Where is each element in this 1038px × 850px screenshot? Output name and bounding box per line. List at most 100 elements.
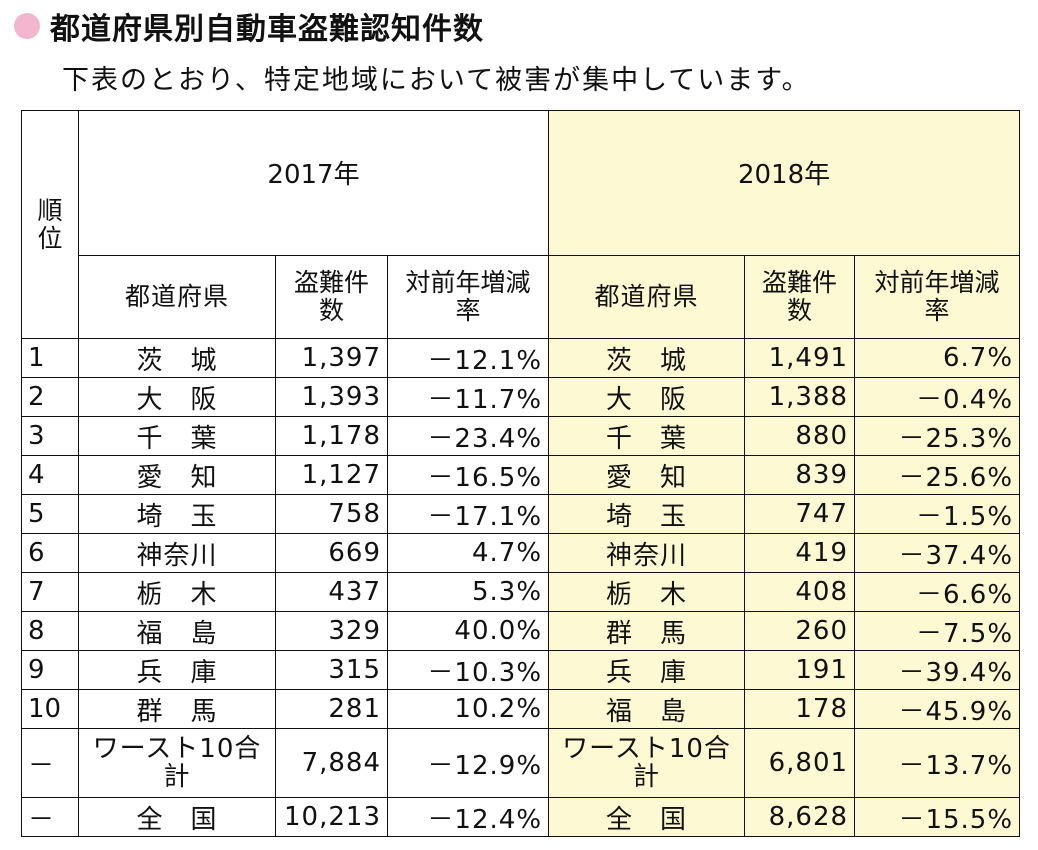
thefts-2017-header: 盗難件数	[275, 255, 388, 339]
thefts-2017-cell: 437	[275, 572, 388, 612]
thefts-2018-cell: 747	[744, 494, 856, 534]
yoy-2017-cell: －12.1%	[386, 338, 550, 378]
yoy-2017-header-label: 対前年増減率	[405, 268, 531, 325]
prefecture-2018-cell: 埼 玉	[548, 494, 746, 534]
rank-cell: 1	[21, 338, 79, 378]
pink-bullet-icon	[14, 13, 40, 39]
thefts-2017-cell: 281	[275, 689, 388, 729]
prefecture-2017-cell: 千 葉	[78, 416, 276, 456]
yoy-2018-cell: －25.6%	[854, 455, 1021, 495]
rank-cell: 10	[21, 689, 79, 729]
prefecture-2017-cell: 福 島	[78, 611, 276, 651]
rank-cell: －	[21, 797, 79, 837]
prefecture-2018-cell: ワースト10合計	[548, 728, 746, 798]
prefecture-2017-cell: ワースト10合計	[78, 728, 276, 798]
thefts-2018-cell: 191	[744, 650, 856, 690]
yoy-2018-cell: －45.9%	[854, 689, 1021, 729]
prefecture-2017-cell: 大 阪	[78, 377, 276, 417]
rank-cell: 9	[21, 650, 79, 690]
prefecture-2018-cell: 福 島	[548, 689, 746, 729]
thefts-2018-cell: 880	[744, 416, 856, 456]
table-row: 6 神奈川 669 4.7% 神奈川 419 －37.4%	[21, 533, 1021, 573]
yoy-2017-cell: 10.2%	[386, 689, 550, 729]
prefecture-2018-cell: 栃 木	[548, 572, 746, 612]
yoy-2017-header: 対前年増減率	[386, 255, 550, 339]
section-heading: 都道府県別自動車盗難認知件数	[14, 4, 484, 48]
thefts-2017-header-label: 盗難件数	[293, 268, 369, 325]
rank-cell: 7	[21, 572, 79, 612]
table-row: 9 兵 庫 315 －10.3% 兵 庫 191 －39.4%	[21, 650, 1021, 690]
yoy-2018-cell: －6.6%	[854, 572, 1021, 612]
yoy-2017-cell: －16.5%	[386, 455, 550, 495]
thefts-2018-cell: 178	[744, 689, 856, 729]
yoy-2017-cell: －10.3%	[386, 650, 550, 690]
yoy-2017-cell: 4.7%	[386, 533, 550, 573]
worst10-total-2018-label: ワースト10合計	[562, 734, 731, 792]
thefts-2018-cell: 6,801	[744, 728, 856, 798]
prefecture-2018-cell: 群 馬	[548, 611, 746, 651]
thefts-2018-cell: 1,388	[744, 377, 856, 417]
yoy-2018-cell: 6.7%	[854, 338, 1021, 378]
thefts-2017-cell: 1,397	[275, 338, 388, 378]
yoy-2018-cell: －25.3%	[854, 416, 1021, 456]
prefecture-2018-header: 都道府県	[548, 255, 746, 339]
thefts-2017-cell: 758	[275, 494, 388, 534]
prefecture-2018-cell: 愛 知	[548, 455, 746, 495]
page-subtitle: 下表のとおり、特定地域において被害が集中しています。	[62, 65, 811, 96]
prefecture-2017-cell: 兵 庫	[78, 650, 276, 690]
prefecture-2017-cell: 全 国	[78, 797, 276, 837]
worst10-total-row: － ワースト10合計 7,884 －12.9% ワースト10合計 6,801 －…	[21, 728, 1021, 798]
worst10-total-2017-label: ワースト10合計	[92, 734, 262, 792]
year-2018-header: 2018年	[548, 110, 1021, 256]
rank-header-label: 順位	[37, 195, 63, 253]
yoy-2017-cell: 40.0%	[386, 611, 550, 651]
yoy-2018-cell: －7.5%	[854, 611, 1021, 651]
yoy-2018-cell: －0.4%	[854, 377, 1021, 417]
prefecture-2017-cell: 栃 木	[78, 572, 276, 612]
thefts-2018-cell: 408	[744, 572, 856, 612]
thefts-2017-cell: 7,884	[275, 728, 388, 798]
yoy-2017-cell: －11.7%	[386, 377, 550, 417]
yoy-2018-cell: －13.7%	[854, 728, 1021, 798]
prefecture-2018-cell: 茨 城	[548, 338, 746, 378]
rank-cell: 6	[21, 533, 79, 573]
prefecture-2017-cell: 神奈川	[78, 533, 276, 573]
table-row: 1 茨 城 1,397 －12.1% 茨 城 1,491 6.7%	[21, 338, 1021, 378]
thefts-2018-cell: 1,491	[744, 338, 856, 378]
yoy-2017-cell: －12.9%	[386, 728, 550, 798]
yoy-2018-header: 対前年増減率	[854, 255, 1021, 339]
rank-header: 順位	[21, 110, 79, 339]
prefecture-2017-cell: 群 馬	[78, 689, 276, 729]
rank-cell: 4	[21, 455, 79, 495]
thefts-2017-cell: 10,213	[275, 797, 388, 837]
thefts-2017-cell: 1,393	[275, 377, 388, 417]
prefecture-2018-cell: 神奈川	[548, 533, 746, 573]
table-row: 2 大 阪 1,393 －11.7% 大 阪 1,388 －0.4%	[21, 377, 1021, 417]
thefts-2018-cell: 8,628	[744, 797, 856, 837]
yoy-2017-cell: －23.4%	[386, 416, 550, 456]
table-row: 4 愛 知 1,127 －16.5% 愛 知 839 －25.6%	[21, 455, 1021, 495]
yoy-2018-header-label: 対前年増減率	[874, 268, 1000, 325]
theft-ranking-table: 順位 2017年 2018年 都道府県 盗難件数 対前年増減率 都道府県 盗難件…	[21, 110, 1021, 837]
table-row: 8 福 島 329 40.0% 群 馬 260 －7.5%	[21, 611, 1021, 651]
thefts-2017-cell: 315	[275, 650, 388, 690]
thefts-2018-header: 盗難件数	[744, 255, 856, 339]
thefts-2018-cell: 839	[744, 455, 856, 495]
yoy-2017-cell: 5.3%	[386, 572, 550, 612]
prefecture-2017-cell: 愛 知	[78, 455, 276, 495]
prefecture-2017-header: 都道府県	[78, 255, 276, 339]
page-title: 都道府県別自動車盗難認知件数	[50, 12, 484, 47]
prefecture-2017-cell: 埼 玉	[78, 494, 276, 534]
thefts-2017-cell: 669	[275, 533, 388, 573]
year-2017-header: 2017年	[77, 110, 550, 256]
yoy-2018-cell: －1.5%	[854, 494, 1021, 534]
rank-cell: 8	[21, 611, 79, 651]
rank-cell: －	[21, 728, 79, 798]
thefts-2018-cell: 419	[744, 533, 856, 573]
yoy-2018-cell: －39.4%	[854, 650, 1021, 690]
prefecture-2018-cell: 兵 庫	[548, 650, 746, 690]
rank-cell: 3	[21, 416, 79, 456]
table-row: 5 埼 玉 758 －17.1% 埼 玉 747 －1.5%	[21, 494, 1021, 534]
thefts-2018-cell: 260	[744, 611, 856, 651]
table-row: 7 栃 木 437 5.3% 栃 木 408 －6.6%	[21, 572, 1021, 612]
